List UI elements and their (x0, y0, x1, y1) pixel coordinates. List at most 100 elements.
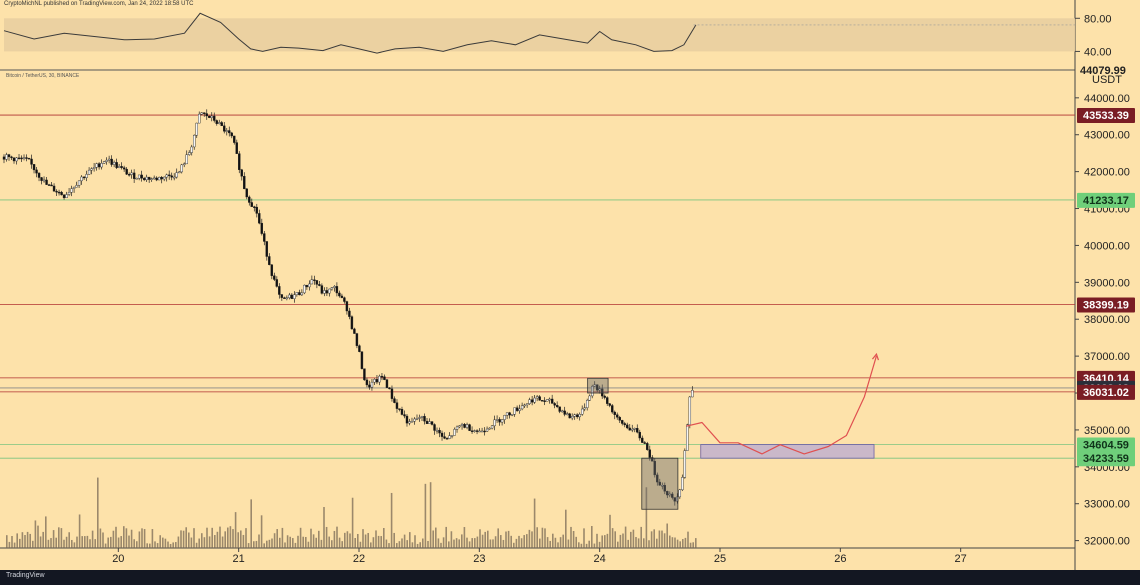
volume-bar (331, 540, 333, 548)
volume-bar (104, 543, 107, 548)
candle-body (668, 493, 672, 496)
candle-body (475, 430, 479, 432)
candle-body (80, 176, 83, 182)
candle-body (691, 390, 694, 398)
volume-bar (526, 534, 528, 548)
candle-body (330, 287, 334, 290)
candle-body (30, 158, 33, 165)
candle-body (132, 172, 136, 179)
volume-bar (216, 531, 219, 548)
candle-body (185, 154, 188, 165)
volume-bar (471, 538, 473, 548)
candle-body (390, 388, 394, 399)
volume-bar (211, 527, 213, 548)
volume-bar (661, 530, 663, 548)
volume-bar (120, 536, 122, 548)
candle-body (193, 134, 196, 148)
volume-bar (624, 526, 627, 548)
level-tag-label: 34233.59 (1083, 453, 1129, 465)
publish-info: CryptoMichNL published on TradingView.co… (4, 1, 194, 7)
candle-body (678, 489, 682, 498)
volume-bar (71, 539, 73, 548)
candle-body (626, 424, 629, 429)
candle-body (443, 436, 446, 439)
volume-bar (455, 538, 458, 548)
footer-bar: TradingView (0, 570, 1140, 585)
candle-body (686, 424, 689, 451)
level-tag (1077, 451, 1135, 467)
candle-body (5, 154, 8, 160)
candle-body (37, 172, 41, 178)
volume-bar (169, 543, 172, 548)
volume-bar (611, 528, 614, 548)
candle-body (631, 428, 634, 431)
volume-bar (479, 529, 481, 548)
volume-bar (523, 535, 525, 548)
candle-body (75, 185, 78, 188)
volume-bar (99, 528, 102, 548)
candle-body (157, 177, 161, 181)
projection-arrow-icon (871, 352, 880, 361)
volume-bar (130, 529, 133, 548)
candle-body (453, 429, 456, 436)
volume-bar (372, 537, 375, 548)
candle-body (666, 491, 669, 496)
volume-bar (505, 531, 507, 548)
candle-body (253, 206, 256, 208)
volume-bar (453, 539, 455, 548)
candle-body (563, 410, 566, 415)
volume-bar (489, 539, 492, 548)
candle-body (245, 188, 248, 198)
candle-body (523, 404, 526, 407)
candle-body (107, 158, 111, 161)
volume-bar (146, 543, 148, 548)
volume-bar (591, 526, 593, 548)
candle-body (586, 400, 589, 408)
volume-bar (627, 539, 629, 548)
candle-body (568, 413, 571, 419)
candle-body (355, 333, 359, 346)
volume-bar (47, 539, 50, 548)
candle-body (150, 178, 153, 180)
price-unit-label: USDT (1092, 74, 1122, 86)
volume-bar (497, 528, 499, 548)
candle-body (565, 413, 569, 415)
candle-body (325, 290, 329, 294)
volume-bar (162, 537, 164, 548)
volume-bar (557, 542, 559, 548)
candle-body (628, 427, 631, 431)
volume-bar (312, 534, 315, 548)
volume-bar (409, 532, 411, 548)
time-tick-label: 27 (955, 553, 967, 565)
volume-bar (276, 529, 278, 548)
candle-body (403, 414, 406, 417)
volume-bar (359, 541, 362, 548)
candle-body (673, 497, 677, 502)
level-tag-label: 43533.39 (1083, 110, 1129, 122)
volume-bar (232, 529, 234, 548)
candle-body (651, 457, 654, 462)
volume-bar (604, 535, 606, 548)
volume-bar (188, 532, 190, 548)
level-tag-label: 41233.17 (1083, 195, 1129, 207)
candle-body (328, 288, 331, 294)
volume-bar (367, 533, 369, 548)
candle-body (288, 294, 291, 299)
candle-body (2, 156, 6, 160)
candle-body (538, 396, 541, 401)
candle-body (57, 191, 61, 194)
candle-body (658, 481, 661, 486)
volume-bar (474, 538, 476, 548)
volume-bar (572, 530, 575, 548)
volume-bar (177, 536, 180, 548)
volume-bar (294, 542, 297, 548)
volume-bar (492, 539, 494, 548)
volume-bar (682, 539, 684, 548)
top-retest-box (587, 377, 609, 394)
price-tick-label: 40000.00 (1084, 240, 1130, 252)
candle-body (190, 146, 193, 153)
bottom-capitulation-box (641, 457, 679, 510)
volume-bar (39, 536, 42, 548)
candle-body (47, 184, 51, 186)
